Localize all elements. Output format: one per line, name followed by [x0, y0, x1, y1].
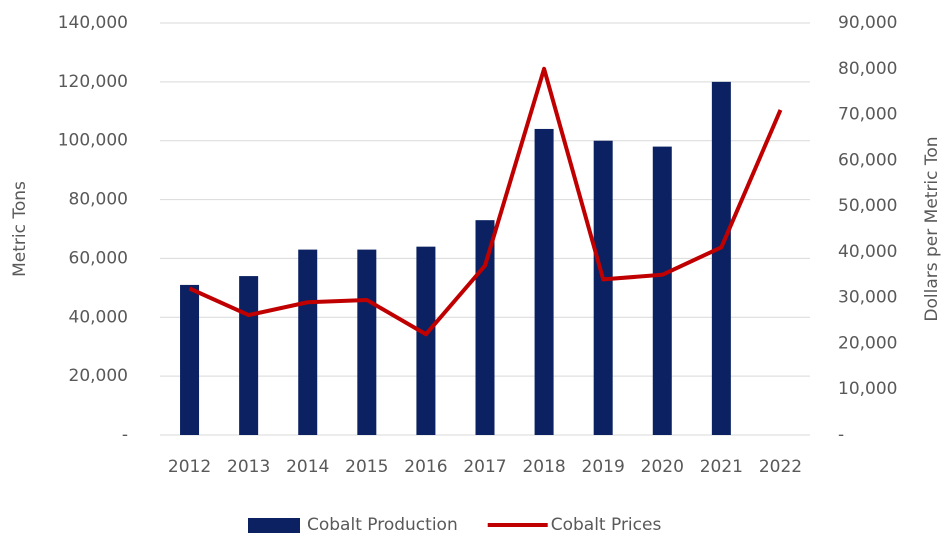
y2-tick-label: 70,000 — [838, 105, 897, 125]
bar — [711, 81, 731, 435]
bar — [593, 140, 613, 435]
bar — [298, 249, 318, 435]
y-tick-label: 60,000 — [69, 248, 128, 268]
x-tick-label: 2021 — [700, 457, 743, 477]
y2-tick-label: 40,000 — [838, 242, 897, 262]
y2-tick-label: 90,000 — [838, 13, 897, 33]
y-tick-label: - — [122, 425, 128, 445]
y2-tick-label: 10,000 — [838, 379, 897, 399]
x-tick-label: 2017 — [463, 457, 506, 477]
x-tick-label: 2020 — [641, 457, 684, 477]
bar — [180, 284, 200, 435]
y2-tick-label: - — [838, 425, 844, 445]
bar — [652, 146, 672, 435]
y2-tick-label: 20,000 — [838, 333, 897, 353]
y2-tick-label: 50,000 — [838, 196, 897, 216]
x-tick-label: 2013 — [227, 457, 270, 477]
legend-label: Cobalt Prices — [551, 515, 662, 535]
y2-tick-label: 30,000 — [838, 288, 897, 308]
x-tick-label: 2015 — [345, 457, 388, 477]
y2-tick-label: 80,000 — [838, 59, 897, 79]
y2-axis-title: Dollars per Metric Ton — [922, 136, 942, 321]
y-tick-label: 20,000 — [69, 366, 128, 386]
y2-tick-label: 60,000 — [838, 150, 897, 170]
y-axis-title: Metric Tons — [10, 181, 30, 277]
line — [188, 66, 783, 337]
x-tick-label: 2018 — [522, 457, 565, 477]
x-tick-label: 2016 — [404, 457, 447, 477]
bar — [416, 246, 436, 435]
bar — [534, 128, 554, 435]
y-tick-label: 120,000 — [58, 72, 128, 92]
bar — [475, 220, 495, 435]
x-tick-label: 2022 — [759, 457, 802, 477]
x-tick-label: 2019 — [582, 457, 625, 477]
bar — [239, 276, 259, 435]
x-tick-label: 2012 — [168, 457, 211, 477]
y-tick-label: 140,000 — [58, 13, 128, 33]
bar — [357, 249, 377, 435]
y-tick-label: 100,000 — [58, 131, 128, 151]
legend-label: Cobalt Production — [307, 515, 458, 535]
y-tick-label: 40,000 — [69, 307, 128, 327]
legend-swatch — [248, 518, 300, 533]
y-tick-label: 80,000 — [69, 190, 128, 210]
x-tick-label: 2014 — [286, 457, 329, 477]
